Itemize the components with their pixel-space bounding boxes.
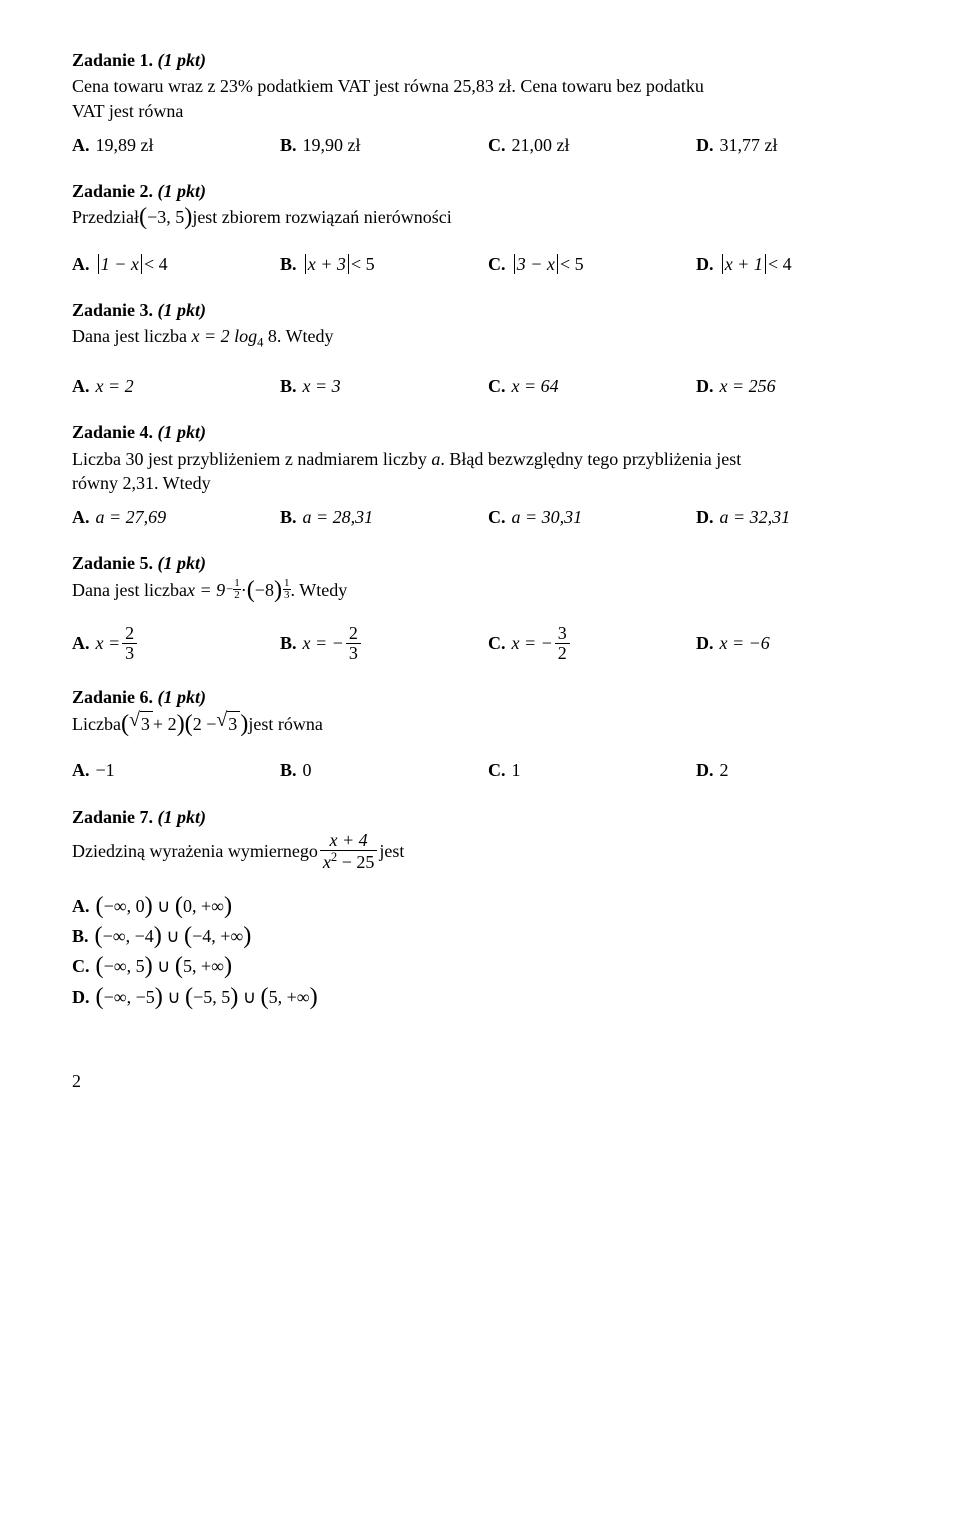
- task-5-body: Dana jest liczba x = 9 −12 · (−8) 13 . W…: [72, 578, 904, 602]
- task-2-opt-d: D.x + 1 < 4: [696, 252, 904, 276]
- task-5-points: (1 pkt): [158, 553, 207, 573]
- task-7-opt-b: B. (−∞, −4) ∪ (−4, +∞): [72, 924, 904, 948]
- task-6-opt-d: D.2: [696, 758, 904, 782]
- task-4-points: (1 pkt): [158, 422, 207, 442]
- task-5: Zadanie 5. (1 pkt) Dana jest liczba x = …: [72, 551, 904, 662]
- task-5-opt-a: A.x = 23: [72, 624, 280, 663]
- task-3-opt-d: D.x = 256: [696, 374, 904, 398]
- paren-right-icon: ): [177, 712, 185, 736]
- task-3-opt-c: C.x = 64: [488, 374, 696, 398]
- task-1-opt-c: C.21,00 zł: [488, 133, 696, 157]
- task-3-options: A.x = 2 B.x = 3 C.x = 64 D.x = 256: [72, 374, 904, 398]
- task-4-opt-b: B.a = 28,31: [280, 505, 488, 529]
- task-4-opt-d: D.a = 32,31: [696, 505, 904, 529]
- task-2-pre: Przedział: [72, 205, 139, 229]
- union-icon: ∪: [162, 924, 184, 948]
- paren-left-icon: (: [247, 578, 255, 602]
- task-6-opt-b: B.0: [280, 758, 488, 782]
- task-1-opt-b: B.19,90 zł: [280, 133, 488, 157]
- union-icon: ∪: [153, 954, 175, 978]
- task-2-opt-c: C.3 − x < 5: [488, 252, 696, 276]
- union-icon: ∪: [163, 985, 185, 1009]
- task-7: Zadanie 7. (1 pkt) Dziedziną wyrażenia w…: [72, 805, 904, 1009]
- task-1-line1: Cena towaru wraz z 23% podatkiem VAT jes…: [72, 74, 904, 98]
- task-5-opt-d: D.x = −6: [696, 624, 904, 663]
- task-5-title: Zadanie 5. (1 pkt): [72, 551, 904, 575]
- paren-left-icon: (: [139, 205, 147, 229]
- task-6-body: Liczba ( √3 + 2 ) ( 2 − √3 ) jest równa: [72, 711, 904, 736]
- task-1-opt-a: A.19,89 zł: [72, 133, 280, 157]
- task-7-number: Zadanie 7.: [72, 807, 153, 827]
- task-2-title: Zadanie 2. (1 pkt): [72, 179, 904, 203]
- task-2-points: (1 pkt): [158, 181, 207, 201]
- task-3-body: Dana jest liczba x = 2 log4 8. Wtedy: [72, 324, 904, 352]
- task-7-opt-a: A. (−∞, 0) ∪ (0, +∞): [72, 894, 904, 918]
- task-1-body: Cena towaru wraz z 23% podatkiem VAT jes…: [72, 74, 904, 123]
- task-4-options: A.a = 27,69 B.a = 28,31 C.a = 30,31 D.a …: [72, 505, 904, 529]
- task-6-points: (1 pkt): [158, 687, 207, 707]
- task-1-points: (1 pkt): [158, 50, 207, 70]
- task-6-title: Zadanie 6. (1 pkt): [72, 685, 904, 709]
- task-7-body: Dziedziną wyrażenia wymiernego x + 4 x2 …: [72, 831, 904, 872]
- task-7-options: A. (−∞, 0) ∪ (0, +∞) B. (−∞, −4) ∪ (−4, …: [72, 894, 904, 1009]
- task-4-body: Liczba 30 jest przybliżeniem z nadmiarem…: [72, 447, 904, 496]
- task-1-number: Zadanie 1.: [72, 50, 153, 70]
- task-1: Zadanie 1. (1 pkt) Cena towaru wraz z 23…: [72, 48, 904, 157]
- task-3: Zadanie 3. (1 pkt) Dana jest liczba x = …: [72, 298, 904, 398]
- task-3-opt-a: A.x = 2: [72, 374, 280, 398]
- task-3-points: (1 pkt): [158, 300, 207, 320]
- sqrt-icon: √3: [216, 711, 240, 736]
- page-number: 2: [72, 1069, 904, 1093]
- task-1-line2: VAT jest równa: [72, 99, 904, 123]
- paren-right-icon: ): [274, 578, 282, 602]
- task-1-options: A.19,89 zł B.19,90 zł C.21,00 zł D.31,77…: [72, 133, 904, 157]
- task-5-opt-b: B.x = −23: [280, 624, 488, 663]
- task-5-options: A.x = 23 B.x = −23 C.x = −32 D.x = −6: [72, 624, 904, 663]
- task-2-body: Przedział (−3, 5) jest zbiorem rozwiązań…: [72, 205, 904, 229]
- task-5-number: Zadanie 5.: [72, 553, 153, 573]
- union-icon: ∪: [153, 894, 175, 918]
- task-6-number: Zadanie 6.: [72, 687, 153, 707]
- paren-left-icon: (: [185, 712, 193, 736]
- task-2-opt-a: A.1 − x < 4: [72, 252, 280, 276]
- sqrt-icon: √3: [129, 711, 153, 736]
- task-2-number: Zadanie 2.: [72, 181, 153, 201]
- task-4-title: Zadanie 4. (1 pkt): [72, 420, 904, 444]
- paren-left-icon: (: [121, 712, 129, 736]
- task-6: Zadanie 6. (1 pkt) Liczba ( √3 + 2 ) ( 2…: [72, 685, 904, 783]
- task-1-opt-d: D.31,77 zł: [696, 133, 904, 157]
- task-4: Zadanie 4. (1 pkt) Liczba 30 jest przybl…: [72, 420, 904, 529]
- task-1-title: Zadanie 1. (1 pkt): [72, 48, 904, 72]
- task-2: Zadanie 2. (1 pkt) Przedział (−3, 5) jes…: [72, 179, 904, 276]
- task-6-opt-c: C.1: [488, 758, 696, 782]
- task-7-title: Zadanie 7. (1 pkt): [72, 805, 904, 829]
- task-6-opt-a: A.−1: [72, 758, 280, 782]
- task-7-opt-c: C. (−∞, 5) ∪ (5, +∞): [72, 954, 904, 978]
- task-3-number: Zadanie 3.: [72, 300, 153, 320]
- task-2-post: jest zbiorem rozwiązań nierówności: [192, 205, 451, 229]
- union-icon: ∪: [238, 985, 260, 1009]
- task-2-options: A.1 − x < 4 B.x + 3 < 5 C.3 − x < 5 D.x …: [72, 252, 904, 276]
- task-2-opt-b: B.x + 3 < 5: [280, 252, 488, 276]
- task-7-points: (1 pkt): [158, 807, 207, 827]
- task-4-opt-a: A.a = 27,69: [72, 505, 280, 529]
- task-6-options: A.−1 B.0 C.1 D.2: [72, 758, 904, 782]
- task-4-opt-c: C.a = 30,31: [488, 505, 696, 529]
- task-3-title: Zadanie 3. (1 pkt): [72, 298, 904, 322]
- task-3-opt-b: B.x = 3: [280, 374, 488, 398]
- task-5-opt-c: C.x = −32: [488, 624, 696, 663]
- task-4-number: Zadanie 4.: [72, 422, 153, 442]
- task-7-opt-d: D. (−∞, −5) ∪ (−5, 5) ∪ (5, +∞): [72, 985, 904, 1009]
